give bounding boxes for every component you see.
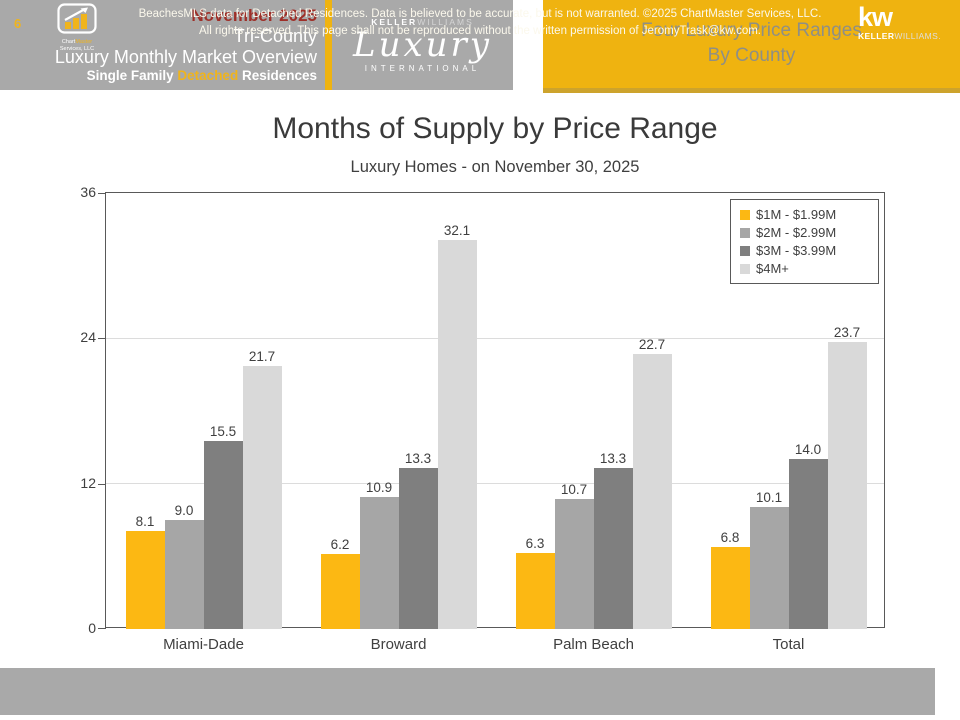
legend-item: $4M+ bbox=[740, 261, 869, 276]
bar-group-Total: 6.8 10.1 14.0 23.7 bbox=[691, 193, 886, 629]
bar-Palm Beach-$4M+: 22.7 bbox=[632, 337, 672, 629]
gold-divider-stripe bbox=[325, 0, 332, 90]
chartmaster-logo-text: ChartMaster Services, LLC bbox=[59, 39, 95, 52]
y-tick-mark-36 bbox=[98, 193, 106, 194]
bar-Broward-$3M - $3.99M: 13.3 bbox=[398, 451, 438, 629]
legend-label: $2M - $2.99M bbox=[756, 225, 837, 240]
header-topic-banner: Four Luxury Price Ranges By County bbox=[543, 0, 960, 93]
bar-value-label: 6.8 bbox=[720, 529, 740, 545]
disclaimer-line-1: BeachesMLS data for Detached Residences.… bbox=[138, 8, 822, 20]
legend-label: $1M - $1.99M bbox=[756, 207, 837, 222]
y-tick-label-36: 36 bbox=[80, 184, 96, 200]
chart-legend: $1M - $1.99M $2M - $2.99M $3M - $3.99M $4M+ bbox=[730, 199, 879, 284]
bar-Broward-$2M - $2.99M: 10.9 bbox=[359, 480, 399, 629]
y-tick-mark-24 bbox=[98, 338, 106, 340]
bar-Broward-$1M - $1.99M: 6.2 bbox=[320, 537, 360, 629]
legend-swatch-icon bbox=[740, 209, 750, 220]
header-region: Tri-County bbox=[233, 25, 317, 46]
bar-value-label: 13.3 bbox=[599, 450, 627, 466]
y-tick-label-24: 24 bbox=[80, 329, 96, 346]
kw-luxury-logo-script: Luxury bbox=[352, 25, 492, 65]
bar-value-label: 23.7 bbox=[833, 324, 861, 340]
bar-value-label: 9.0 bbox=[174, 503, 194, 518]
disclaimer-line-2: All rights reserved. This page shall not… bbox=[198, 24, 761, 37]
legend-label: $4M+ bbox=[756, 261, 789, 276]
bar-Total-$2M - $2.99M: 10.1 bbox=[749, 490, 789, 629]
legend-item: $2M - $2.99M bbox=[740, 225, 869, 240]
bar-value-label: 6.3 bbox=[525, 535, 545, 551]
legend-item: $1M - $1.99M bbox=[740, 207, 869, 222]
bar-value-label: 8.1 bbox=[135, 513, 155, 529]
bar-Miami-Dade-$1M - $1.99M: 8.1 bbox=[125, 514, 165, 629]
bar-value-label: 21.7 bbox=[248, 349, 276, 365]
legend-swatch-icon bbox=[740, 227, 750, 238]
bar-Palm Beach-$1M - $1.99M: 6.3 bbox=[515, 536, 555, 629]
bar-value-label: 10.1 bbox=[755, 489, 783, 505]
kw-luxury-logo-brand: KELLERWILLIAMS bbox=[371, 17, 474, 27]
bar-value-label: 22.7 bbox=[638, 337, 666, 353]
bar-Miami-Dade-$3M - $3.99M: 15.5 bbox=[203, 424, 243, 629]
bar-group-Broward: 6.2 10.9 13.3 32.1 bbox=[301, 193, 496, 629]
bar-group-Palm Beach: 6.3 10.7 13.3 22.7 bbox=[496, 193, 691, 629]
legend-item: $3M - $3.99M bbox=[740, 243, 869, 258]
gridline-24 bbox=[106, 337, 884, 339]
bar-value-label: 10.9 bbox=[365, 480, 393, 495]
y-tick-label-12: 12 bbox=[80, 474, 96, 491]
header-title-block: November 2025 Tri-County Luxury Monthly … bbox=[0, 0, 325, 90]
kw-luxury-logo: KELLERWILLIAMS Luxury INTERNATIONAL bbox=[332, 0, 513, 90]
y-tick-mark-0 bbox=[98, 628, 106, 629]
chart-subtitle: Luxury Homes - on November 30, 2025 bbox=[350, 158, 640, 176]
y-tick-mark-12 bbox=[98, 483, 106, 485]
footer-disclaimer: BeachesMLS data for Detached Residences.… bbox=[120, 6, 840, 39]
chartmaster-logo: ChartMaster Services, LLC bbox=[55, 3, 99, 52]
bar-value-label: 14.0 bbox=[794, 442, 822, 458]
header-report-name: Luxury Monthly Market Overview bbox=[54, 47, 317, 68]
bar-value-label: 6.2 bbox=[330, 536, 350, 552]
legend-swatch-icon bbox=[740, 245, 750, 256]
bar-value-label: 32.1 bbox=[443, 223, 471, 239]
bar-Miami-Dade-$2M - $2.99M: 9.0 bbox=[164, 503, 204, 629]
bar-value-label: 13.3 bbox=[404, 450, 432, 466]
legend-label: $3M - $3.99M bbox=[756, 243, 837, 258]
bar-Total-$4M+: 23.7 bbox=[827, 325, 867, 629]
topic-line-2: By County bbox=[707, 45, 796, 66]
kw-footer-logo: kw KELLERWILLIAMS. bbox=[858, 2, 941, 42]
bar-Total-$1M - $1.99M: 6.8 bbox=[710, 530, 750, 629]
bar-value-label: 15.5 bbox=[209, 424, 237, 440]
topic-line-1: Four Luxury Price Ranges bbox=[641, 20, 862, 42]
bar-Miami-Dade-$4M+: 21.7 bbox=[242, 349, 282, 629]
x-category-label-Broward: Broward bbox=[370, 636, 427, 653]
bar-group-Miami-Dade: 8.1 9.0 15.5 21.7 bbox=[106, 193, 301, 629]
x-category-label-Total: Total bbox=[772, 636, 805, 653]
x-category-label-Palm Beach: Palm Beach bbox=[553, 636, 634, 653]
kw-footer-name: KELLERWILLIAMS. bbox=[858, 31, 941, 41]
footer-bar bbox=[0, 668, 935, 715]
legend-swatch-icon bbox=[740, 263, 750, 274]
bar-Palm Beach-$3M - $3.99M: 13.3 bbox=[593, 451, 633, 629]
bar-Total-$3M - $3.99M: 14.0 bbox=[788, 442, 828, 629]
detached-highlight: Detached bbox=[177, 68, 239, 84]
y-tick-label-0: 0 bbox=[88, 620, 96, 636]
bar-value-label: 10.7 bbox=[560, 482, 588, 498]
gridline-12 bbox=[106, 483, 884, 485]
header-month: November 2025 bbox=[191, 5, 317, 25]
kw-luxury-logo-international: INTERNATIONAL bbox=[364, 64, 481, 73]
chartmaster-chart-icon bbox=[57, 3, 97, 34]
kw-mark: kw bbox=[858, 2, 893, 32]
bar-Palm Beach-$2M - $2.99M: 10.7 bbox=[554, 482, 594, 629]
chart-title: Months of Supply by Price Range bbox=[272, 112, 718, 145]
x-category-label-Miami-Dade: Miami-Dade bbox=[163, 636, 244, 653]
plot-area: $1M - $1.99M $2M - $2.99M $3M - $3.99M $4M+… bbox=[80, 184, 886, 653]
header-residence-type: Single Family Detached Residences bbox=[86, 68, 317, 84]
page-number: 6 bbox=[14, 16, 22, 31]
bar-Broward-$4M+: 32.1 bbox=[437, 223, 477, 629]
